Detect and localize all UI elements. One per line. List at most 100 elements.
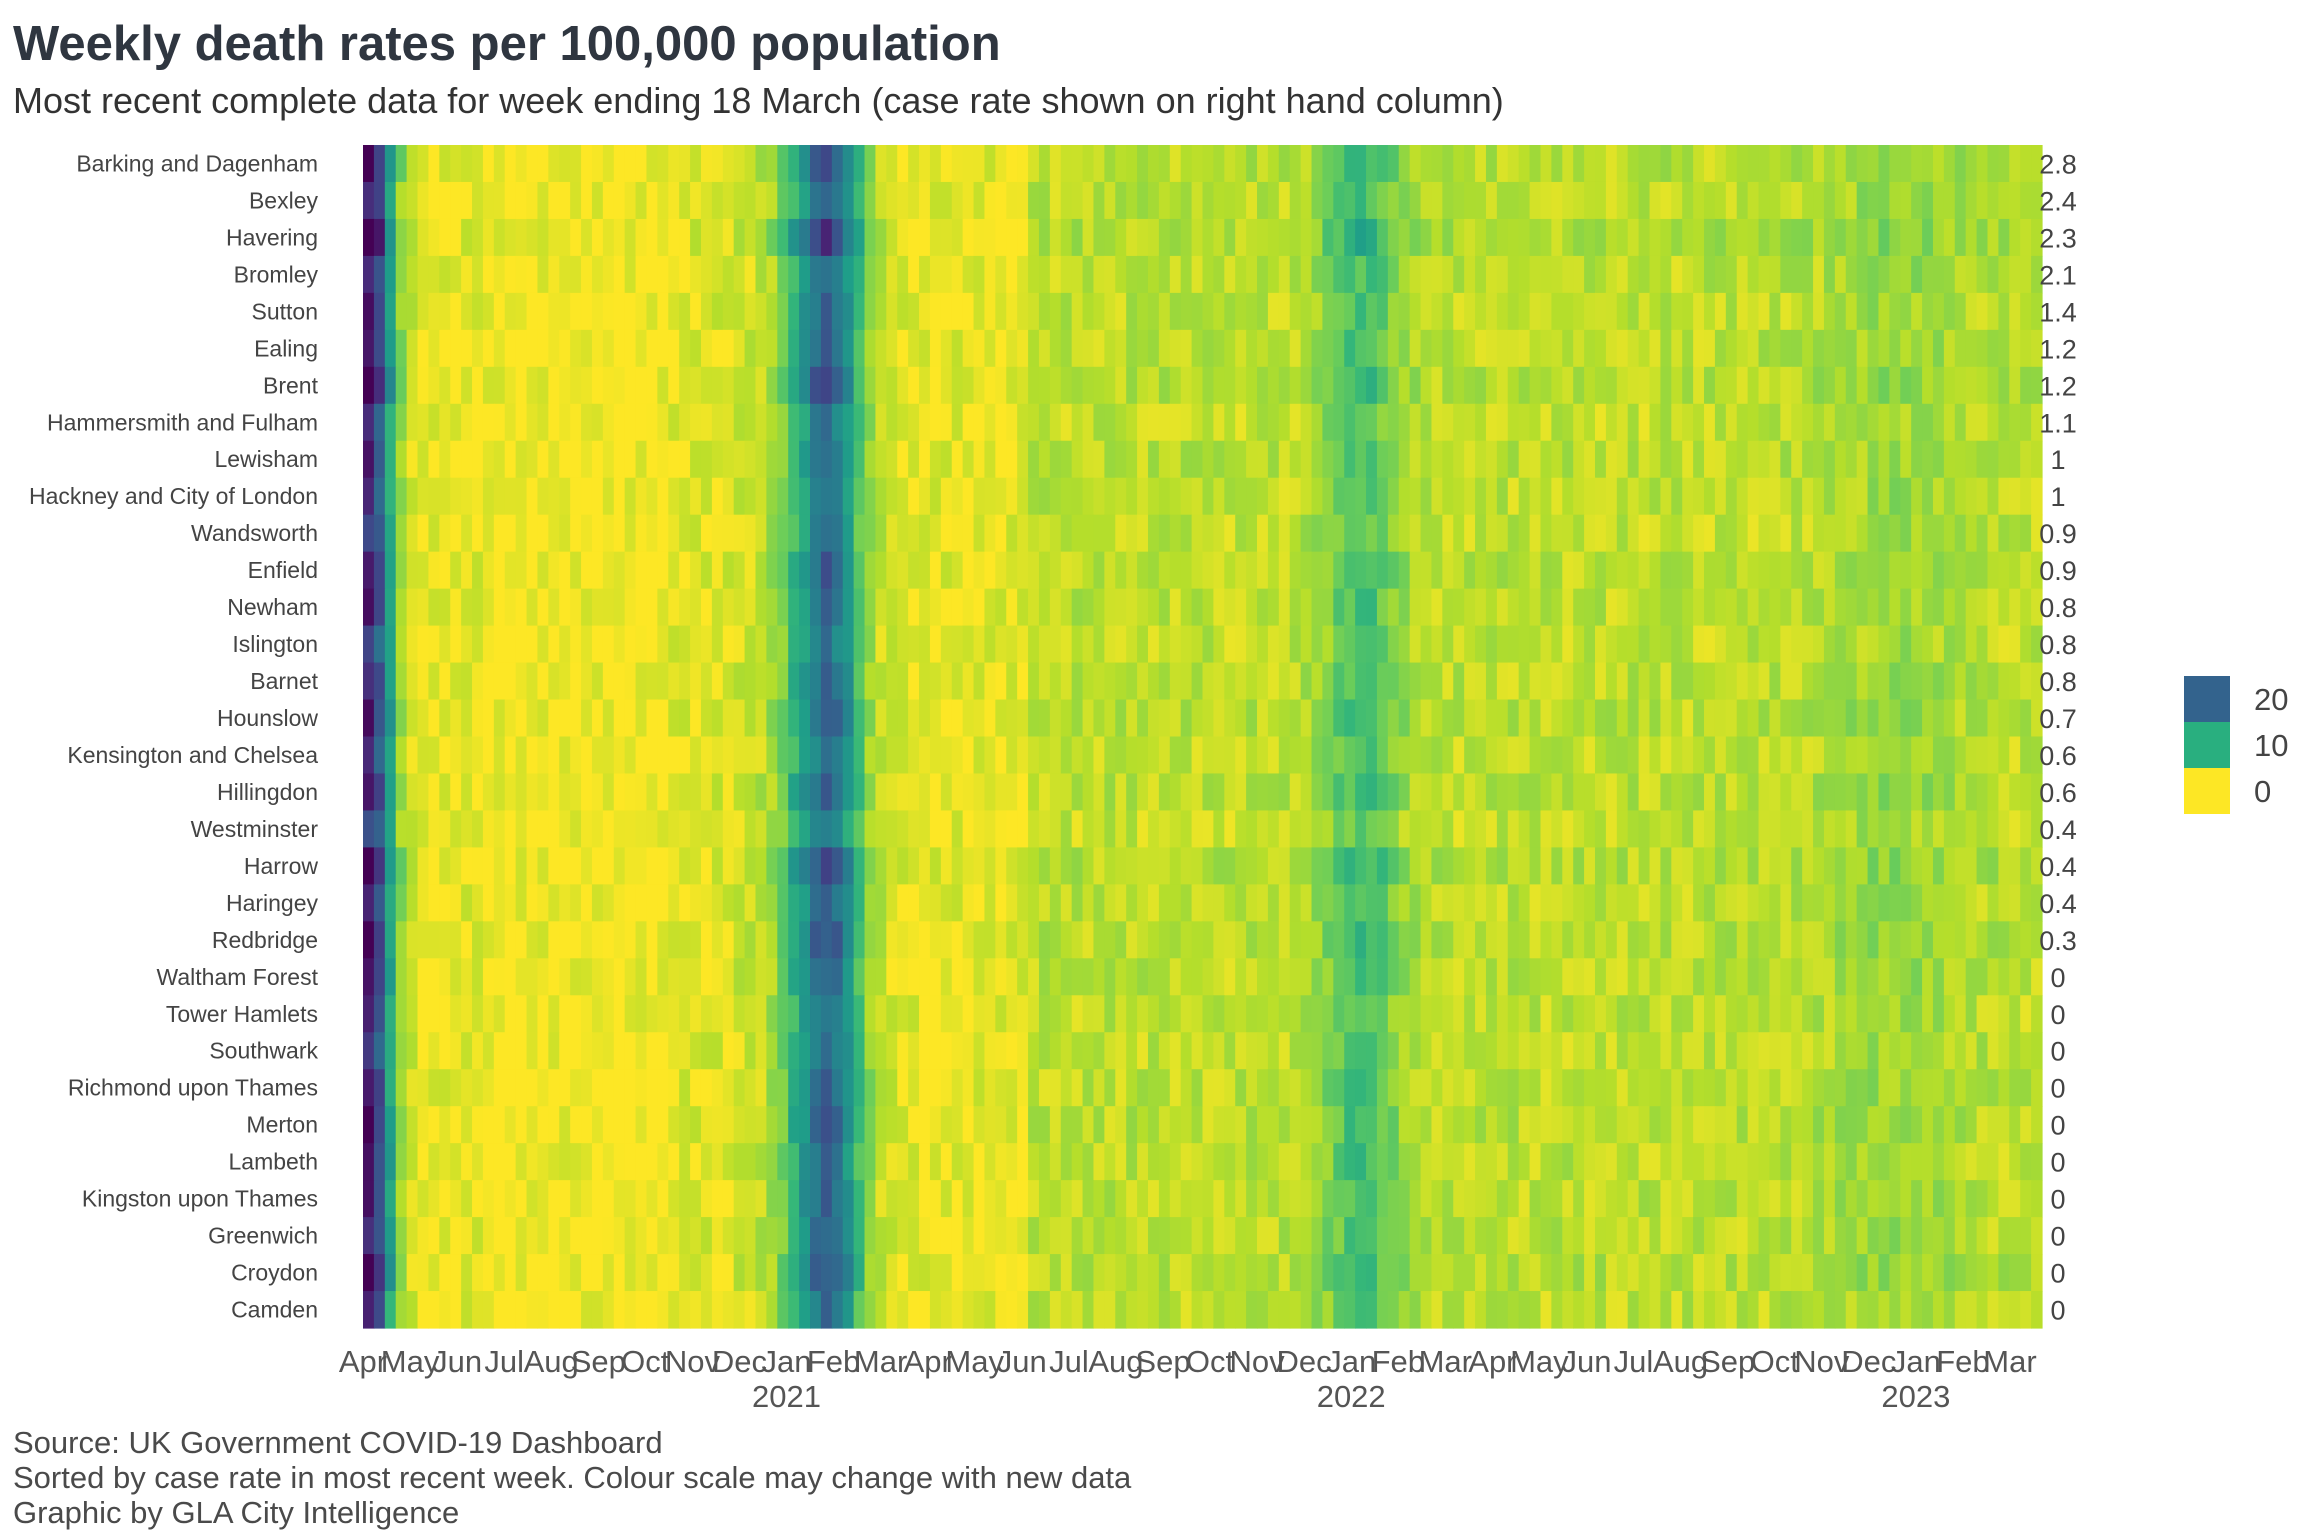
heatmap-cell xyxy=(1736,218,1749,257)
heatmap-cell xyxy=(1366,625,1378,664)
heatmap-cell xyxy=(1028,1143,1040,1181)
heatmap-cell xyxy=(1376,1254,1389,1292)
heatmap-cell xyxy=(1736,921,1749,959)
heatmap-cell xyxy=(1300,662,1313,701)
heatmap-cell xyxy=(1442,662,1454,701)
heatmap-cell xyxy=(1540,329,1552,368)
heatmap-cell xyxy=(461,366,473,405)
heatmap-cell xyxy=(1213,1143,1225,1181)
heatmap-cell xyxy=(406,477,419,516)
heatmap-cell xyxy=(864,329,877,368)
heatmap-cell xyxy=(864,588,877,627)
heatmap-cell xyxy=(1900,181,1912,220)
heatmap-cell xyxy=(602,625,615,664)
heatmap-cell xyxy=(886,1217,898,1255)
heatmap-cell xyxy=(1780,403,1792,442)
heatmap-cell xyxy=(962,366,975,405)
heatmap-cell xyxy=(711,1069,724,1107)
heatmap-cell xyxy=(908,884,920,922)
heatmap-cell xyxy=(897,699,909,738)
heatmap-cell xyxy=(842,329,855,368)
heatmap-cell xyxy=(1540,1254,1552,1292)
heatmap-cell xyxy=(1485,1291,1498,1329)
heatmap-cell xyxy=(1257,440,1269,479)
heatmap-cell xyxy=(1932,477,1945,516)
heatmap-cell xyxy=(2009,477,2021,516)
heatmap-cell xyxy=(1627,366,1640,405)
heatmap-cell xyxy=(1823,1180,1836,1218)
heatmap-cell xyxy=(1704,1032,1716,1070)
heatmap-cell xyxy=(1311,218,1324,257)
heatmap-cell xyxy=(940,1291,953,1329)
heatmap-cell xyxy=(853,292,866,331)
heatmap-cell xyxy=(591,1180,604,1218)
heatmap-cell xyxy=(1169,773,1182,812)
heatmap-cell xyxy=(810,625,822,664)
heatmap-cell xyxy=(1594,145,1607,183)
heatmap-cell xyxy=(515,181,528,220)
heatmap-cell xyxy=(744,736,757,775)
heatmap-cell xyxy=(570,588,582,627)
heatmap-cell xyxy=(1954,440,1967,479)
heatmap-cell xyxy=(1475,403,1487,442)
heatmap-cell xyxy=(1791,329,1803,368)
heatmap-cell xyxy=(613,218,626,257)
heatmap-cell xyxy=(1333,181,1345,220)
heatmap-cell xyxy=(1998,1291,2010,1329)
heatmap-cell xyxy=(1573,625,1585,664)
heatmap-cell xyxy=(613,847,626,885)
heatmap-cell xyxy=(537,773,549,812)
heatmap-cell xyxy=(929,1180,942,1218)
heatmap-cell xyxy=(1464,588,1476,627)
heatmap-cell xyxy=(1213,329,1225,368)
heatmap-cell xyxy=(1736,181,1749,220)
heatmap-cell xyxy=(613,1069,626,1107)
heatmap-cell xyxy=(1431,255,1443,294)
heatmap-cell xyxy=(1202,1106,1214,1144)
heatmap-cell xyxy=(581,1180,593,1218)
heatmap-cell xyxy=(1420,921,1433,959)
heatmap-cell xyxy=(1093,662,1105,701)
heatmap-cell xyxy=(777,514,789,553)
heatmap-cell xyxy=(864,1254,877,1292)
heatmap-cell xyxy=(1932,1180,1945,1218)
heatmap-cell xyxy=(1126,662,1138,701)
heatmap-cell xyxy=(1246,1032,1258,1070)
heatmap-cell xyxy=(1093,1217,1105,1255)
heatmap-cell xyxy=(831,1143,844,1181)
heatmap-cell xyxy=(1791,218,1803,257)
heatmap-cell xyxy=(1017,145,1029,183)
heatmap-cell xyxy=(1758,292,1771,331)
heatmap-cell xyxy=(1137,625,1149,664)
heatmap-cell xyxy=(1453,551,1465,590)
heatmap-cell xyxy=(820,958,833,996)
heatmap-cell xyxy=(1017,1291,1029,1329)
heatmap-cell xyxy=(472,514,484,553)
heatmap-cell xyxy=(1976,1106,1989,1144)
heatmap-cell xyxy=(1071,1069,1084,1107)
heatmap-cell xyxy=(1834,1143,1847,1181)
heatmap-cell xyxy=(461,1143,473,1181)
heatmap-cell xyxy=(1736,403,1749,442)
heatmap-cell xyxy=(1965,958,1978,996)
heatmap-cell xyxy=(1594,847,1607,885)
heatmap-cell xyxy=(864,1217,877,1255)
heatmap-cell xyxy=(1529,625,1542,664)
heatmap-cell xyxy=(733,1217,746,1255)
heatmap-cell xyxy=(1333,884,1345,922)
heatmap-cell xyxy=(1562,1291,1574,1329)
heatmap-cell xyxy=(1911,1069,1923,1107)
heatmap-cell xyxy=(1780,1032,1792,1070)
heatmap-cell xyxy=(1725,218,1738,257)
heatmap-cell xyxy=(1802,440,1814,479)
heatmap-cell xyxy=(1573,847,1585,885)
heatmap-cell xyxy=(1147,662,1160,701)
heatmap-cell xyxy=(472,329,484,368)
heatmap-cell xyxy=(1442,773,1454,812)
heatmap-cell xyxy=(1747,1143,1760,1181)
heatmap-cell xyxy=(537,1217,549,1255)
heatmap-cell xyxy=(2020,255,2032,294)
heatmap-cell xyxy=(646,329,658,368)
heatmap-cell xyxy=(1976,995,1989,1033)
heatmap-cell xyxy=(951,1069,964,1107)
